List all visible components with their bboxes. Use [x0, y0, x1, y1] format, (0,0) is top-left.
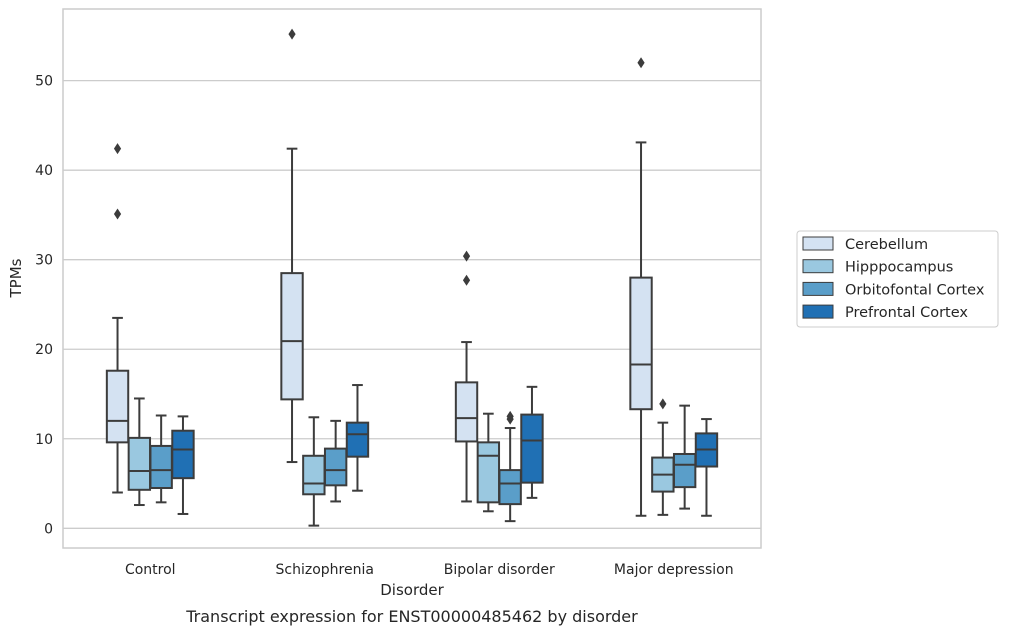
box-group	[454, 250, 479, 503]
box	[476, 441, 501, 504]
box	[323, 447, 348, 487]
box-group	[105, 143, 130, 494]
box	[149, 444, 173, 490]
x-axis-ticks: Control Schizophrenia Bipolar disorder Majo…	[125, 562, 734, 578]
box-group	[694, 418, 719, 517]
y-tick-label: 50	[35, 74, 53, 90]
y-tick-label: 10	[35, 432, 53, 448]
legend-label: Orbitofontal Cortex	[845, 282, 985, 298]
outlier-marker	[462, 250, 471, 262]
legend-swatch	[802, 304, 834, 319]
box	[345, 421, 370, 458]
outlier-marker	[113, 143, 122, 155]
figure-caption: Transcript expression for ENST0000048546…	[185, 607, 638, 626]
outlier-marker	[113, 208, 122, 220]
legend: Cerebellum Hipppocampus Orbitofontal Corte…	[796, 230, 999, 328]
box	[672, 452, 697, 489]
x-tick-label: Bipolar disorder	[444, 562, 555, 578]
outlier-marker	[506, 410, 514, 422]
box	[520, 413, 544, 484]
x-tick-label: Major depression	[614, 562, 734, 578]
box-group	[149, 414, 173, 504]
box-group	[520, 385, 544, 499]
box	[105, 369, 130, 444]
legend-label: Cerebellum	[845, 237, 928, 253]
box-group	[323, 419, 348, 503]
box-groups	[105, 28, 719, 527]
outlier-marker	[637, 57, 645, 69]
box	[454, 381, 479, 443]
x-tick-label: Control	[125, 562, 176, 578]
legend-frame	[796, 230, 999, 328]
outlier-marker	[659, 398, 667, 410]
box-group	[171, 415, 195, 515]
box-group	[651, 398, 675, 516]
box	[280, 272, 304, 401]
box-group	[498, 410, 522, 523]
x-tick-label: Schizophrenia	[276, 562, 374, 578]
legend-swatch	[802, 236, 834, 251]
legend-label: Prefrontal Cortex	[845, 305, 968, 321]
box-group	[345, 384, 370, 492]
box	[629, 276, 653, 411]
y-tick-label: 40	[35, 163, 53, 179]
y-axis-ticks: 0 10 20 30 40 50	[35, 74, 53, 538]
box	[171, 429, 195, 480]
box	[498, 469, 522, 506]
outlier-marker	[462, 274, 471, 286]
y-tick-label: 0	[44, 521, 53, 537]
legend-label: Hipppocampus	[845, 260, 953, 276]
y-axis-label: TPMs	[7, 258, 25, 298]
box	[127, 436, 152, 491]
legend-swatch	[802, 259, 834, 274]
y-tick-label: 30	[35, 253, 53, 269]
box-group	[672, 404, 697, 510]
y-tick-label: 20	[35, 342, 53, 358]
box-group	[629, 57, 653, 517]
outlier-marker	[288, 28, 296, 40]
box-group	[476, 412, 501, 513]
x-axis-label: Disorder	[380, 581, 444, 599]
box	[302, 454, 326, 496]
box-group	[280, 28, 304, 464]
box-group	[127, 397, 152, 507]
legend-swatch	[802, 281, 834, 296]
